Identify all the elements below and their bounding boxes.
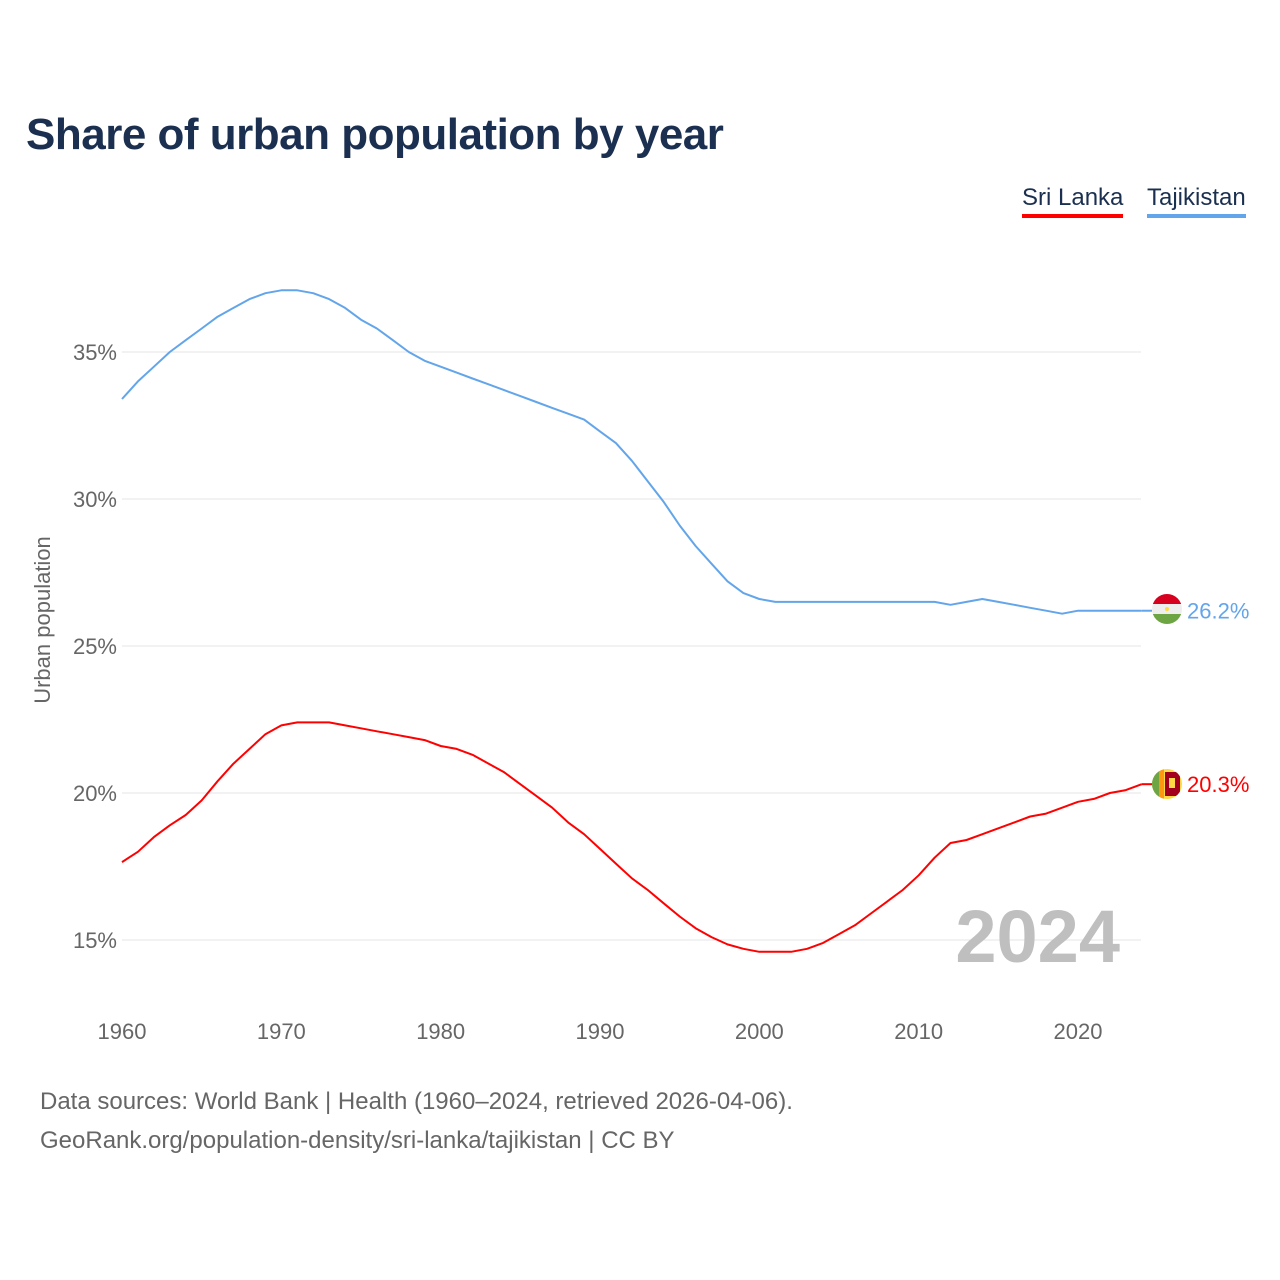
series-line-sri-lanka xyxy=(121,721,1143,953)
source-url-link[interactable]: GeoRank.org/population-density/sri-lanka… xyxy=(40,1127,675,1154)
series-line-tajikistan xyxy=(121,289,1142,615)
x-tick-label: 2000 xyxy=(735,1019,784,1044)
data-source-text: Data sources: World Bank | Health (1960–… xyxy=(40,1088,793,1115)
legend-item-tajikistan[interactable]: Tajikistan xyxy=(1147,184,1246,218)
end-value-label-sri-lanka: 20.3% xyxy=(1187,772,1249,797)
y-tick-label: 35% xyxy=(73,340,117,365)
x-tick-label: 2010 xyxy=(894,1019,943,1044)
sri-lanka-flag-icon xyxy=(1152,769,1182,799)
year-watermark: 2024 xyxy=(955,895,1120,978)
tajikistan-flag-icon xyxy=(1152,594,1182,624)
y-tick-label: 20% xyxy=(73,781,117,806)
end-value-label-tajikistan: 26.2% xyxy=(1187,599,1249,624)
y-tick-label: 15% xyxy=(73,928,117,953)
y-tick-label: 30% xyxy=(73,487,117,512)
line-chart: 15% 20% 25% 30% 35% 1960 1970 1980 1990 2000 2010 2… xyxy=(30,289,1249,1044)
x-tick-label: 1990 xyxy=(576,1019,625,1044)
y-axis-label: Urban population xyxy=(30,536,55,704)
chart-title: Share of urban population by year xyxy=(26,110,724,159)
legend-item-sri-lanka[interactable]: Sri Lanka xyxy=(1022,184,1124,218)
y-tick-label: 25% xyxy=(73,634,117,659)
x-tick-label: 1970 xyxy=(257,1019,306,1044)
x-tick-label: 1980 xyxy=(416,1019,465,1044)
x-tick-label: 1960 xyxy=(98,1019,147,1044)
x-tick-label: 2020 xyxy=(1054,1019,1103,1044)
